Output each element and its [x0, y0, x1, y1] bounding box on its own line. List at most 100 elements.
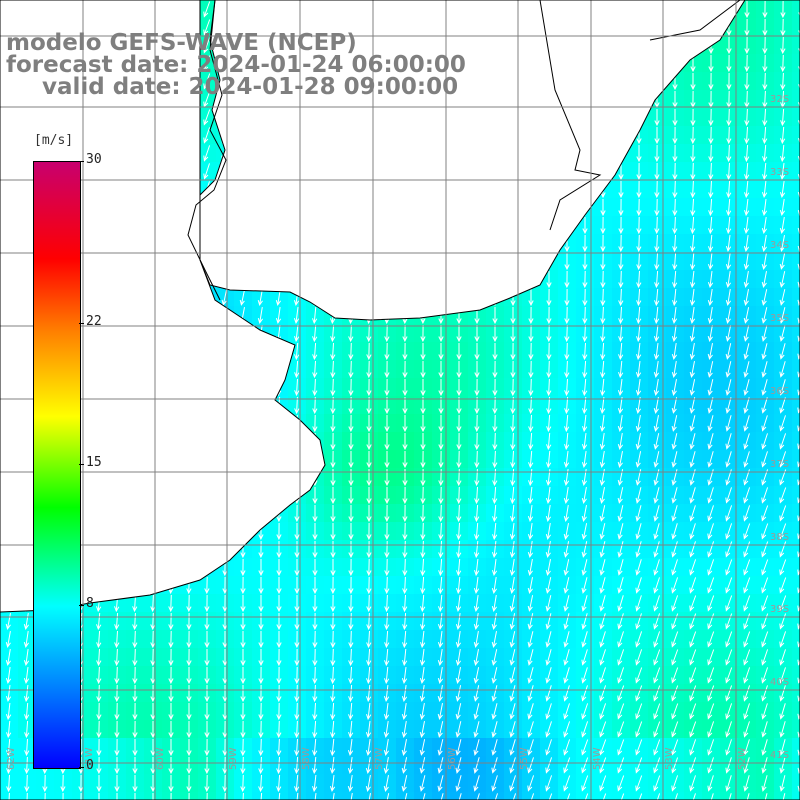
wind-speed-cell — [792, 594, 800, 612]
wind-arrow — [707, 451, 714, 468]
wind-arrow — [420, 450, 426, 469]
wind-arrow — [510, 360, 516, 379]
wind-arrow — [636, 162, 642, 181]
wind-arrow — [708, 198, 714, 217]
wind-arrow — [546, 288, 552, 307]
wind-speed-cell — [792, 378, 800, 396]
wind-arrow — [797, 424, 800, 432]
wind-arrow — [582, 252, 588, 271]
wind-speed-cell — [540, 792, 558, 800]
wind-arrow — [762, 72, 768, 91]
wind-arrow — [671, 379, 677, 397]
wind-arrow — [293, 307, 300, 325]
wind-arrow — [456, 343, 462, 361]
wind-speed-cell — [792, 54, 800, 72]
wind-speed-cell — [792, 306, 800, 324]
wind-arrow — [636, 198, 642, 217]
wind-arrow — [582, 324, 588, 343]
wind-arrow — [798, 120, 800, 126]
colorbar-tick-label: 30 — [86, 152, 102, 167]
wind-arrow — [671, 307, 678, 325]
wind-arrow — [779, 217, 786, 235]
wind-arrow — [762, 162, 768, 181]
longitude-label: 58W — [301, 747, 312, 770]
wind-arrow — [618, 216, 624, 235]
wind-speed-cell — [558, 792, 576, 800]
wind-speed-cell — [792, 684, 800, 702]
wind-arrow — [797, 156, 800, 163]
wind-arrow — [564, 396, 570, 415]
wind-arrow — [654, 288, 660, 307]
wind-arrow — [797, 388, 800, 396]
wind-arrow — [690, 270, 696, 289]
wind-speed-cell — [792, 126, 800, 144]
wind-arrow — [600, 360, 606, 379]
wind-arrow — [654, 306, 660, 325]
wind-arrow — [635, 397, 642, 415]
wind-arrow — [438, 415, 444, 433]
wind-arrow — [402, 360, 408, 379]
wind-arrow — [762, 0, 768, 19]
wind-arrow — [294, 396, 300, 415]
longitude-label: 59W — [228, 747, 239, 770]
wind-arrow — [546, 378, 552, 397]
wind-arrow — [653, 433, 660, 450]
wind-arrow — [726, 162, 732, 181]
wind-speed-cell — [432, 792, 450, 800]
wind-arrow — [726, 126, 732, 145]
wind-arrow — [294, 342, 300, 361]
wind-arrow — [653, 415, 659, 433]
wind-arrow — [690, 73, 696, 91]
latitude-label: 35S — [770, 313, 789, 324]
wind-speed-cell — [792, 432, 800, 450]
wind-arrow — [618, 342, 624, 361]
wind-arrow — [384, 378, 390, 397]
wind-speed-cell — [630, 792, 648, 800]
wind-speed-cell — [792, 198, 800, 216]
wind-arrow — [492, 432, 498, 451]
wind-arrow — [600, 324, 606, 343]
wind-arrow — [618, 360, 624, 379]
wind-arrow — [761, 199, 768, 217]
longitude-label: 52W — [737, 747, 748, 770]
wind-arrow — [581, 433, 588, 451]
wind-speed-cell — [792, 468, 800, 486]
wind-arrow — [636, 180, 642, 199]
wind-arrow — [762, 54, 768, 73]
wind-arrow — [528, 306, 534, 325]
wind-arrow — [779, 451, 787, 468]
wind-arrow — [635, 379, 642, 397]
longitude-label: 57W — [374, 747, 385, 770]
colorbar-units: [m/s] — [34, 133, 74, 148]
wind-arrow — [744, 144, 750, 163]
wind-arrow — [312, 360, 318, 379]
wind-arrow — [257, 307, 264, 325]
wind-arrow — [203, 145, 211, 162]
wind-arrow — [510, 378, 516, 397]
wind-arrow — [708, 234, 714, 253]
wind-arrow — [780, 36, 786, 55]
wind-arrow — [672, 252, 678, 271]
wind-arrow — [599, 433, 606, 451]
latitude-label: 40S — [770, 677, 789, 688]
wind-arrow — [707, 397, 714, 414]
wind-arrow — [726, 54, 732, 73]
wind-arrow — [582, 288, 588, 307]
wind-arrow — [618, 181, 624, 199]
wind-arrow — [761, 379, 768, 396]
wind-arrow — [618, 234, 624, 253]
wind-arrow — [384, 433, 390, 451]
wind-arrow — [366, 415, 372, 433]
wind-arrow — [654, 162, 660, 181]
wind-arrow — [402, 324, 408, 343]
wind-arrow — [725, 415, 732, 432]
wind-arrow — [779, 415, 786, 432]
wind-arrow — [743, 235, 750, 253]
longitude-label: 55W — [519, 747, 530, 770]
wind-arrow — [599, 415, 606, 433]
wind-arrow — [636, 216, 642, 235]
wind-arrow — [203, 55, 211, 72]
wind-arrow — [492, 307, 498, 325]
wind-arrow — [474, 450, 480, 469]
wind-arrow — [780, 54, 786, 73]
